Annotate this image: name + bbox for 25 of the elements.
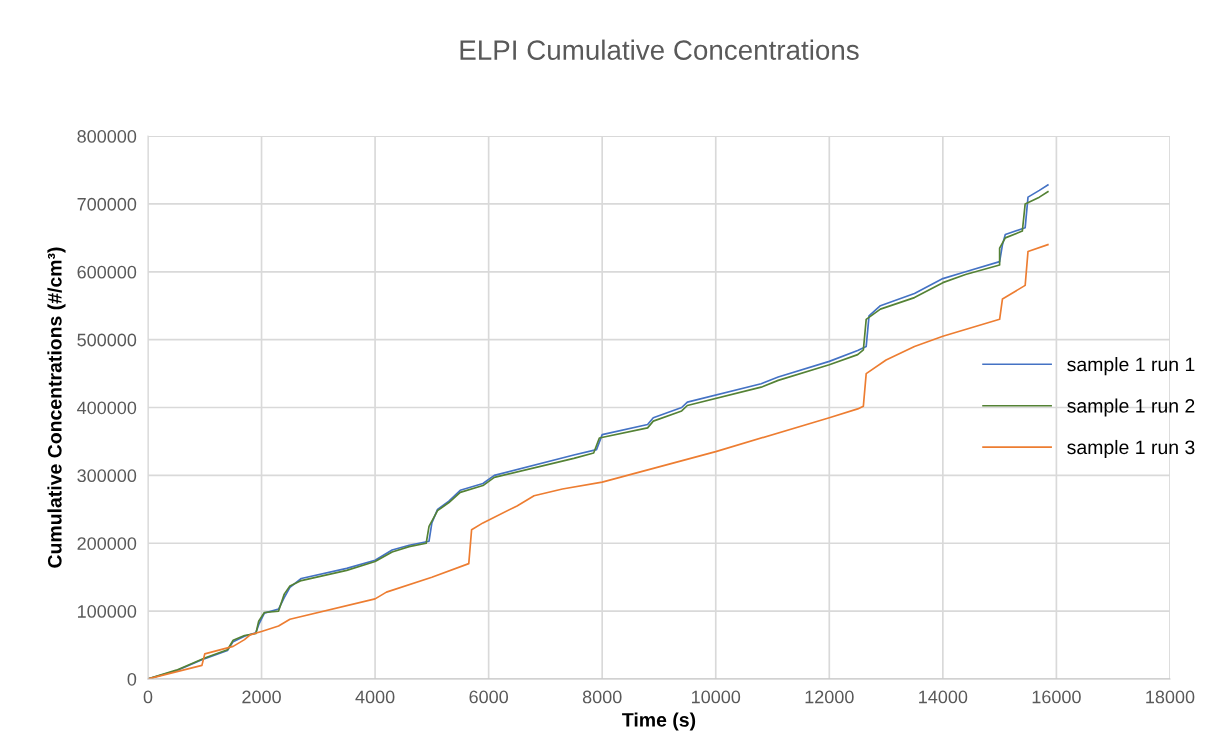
legend-label: sample 1 run 2 (1067, 398, 1195, 417)
x-axis-title: Time (s) (622, 712, 696, 731)
x-tick-label: 2000 (242, 690, 281, 704)
x-tick-label: 0 (143, 690, 153, 704)
x-tick-label: 10000 (692, 690, 741, 704)
legend-label: sample 1 run 3 (1067, 439, 1195, 459)
y-tick-label: 0 (127, 672, 137, 686)
y-tick-label: 300000 (77, 469, 137, 483)
y-tick-label: 600000 (77, 265, 137, 279)
x-tick-label: 18000 (1146, 690, 1195, 704)
y-axis-title: Cumulative Concentrations (#/cm³) (47, 247, 66, 568)
y-tick-label: 500000 (77, 333, 137, 347)
x-tick-label: 12000 (805, 690, 854, 704)
x-tick-label: 14000 (919, 690, 968, 704)
x-tick-label: 6000 (469, 690, 509, 704)
x-tick-label: 8000 (582, 690, 622, 704)
y-tick-label: 800000 (77, 130, 137, 143)
x-tick-label: 16000 (1032, 690, 1081, 704)
chart-title: ELPI Cumulative Concentrations (460, 39, 859, 60)
y-tick-label: 100000 (78, 605, 137, 618)
legend-label: sample 1 run 1 (1067, 357, 1195, 376)
x-tick-label: 4000 (355, 690, 395, 704)
y-tick-label: 200000 (77, 537, 137, 550)
y-tick-label: 400000 (77, 401, 137, 415)
y-tick-label: 700000 (77, 197, 137, 211)
